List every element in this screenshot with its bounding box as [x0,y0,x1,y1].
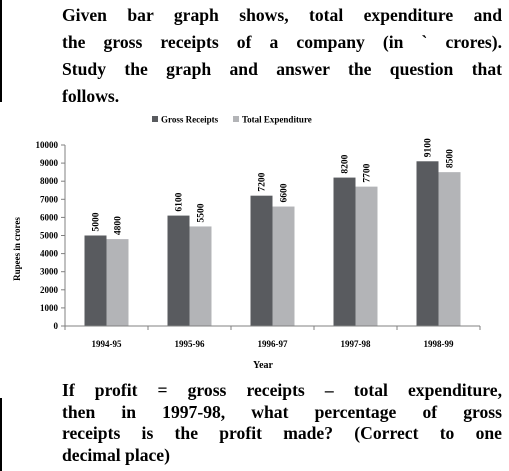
y-tick-label: 4000 [40,249,59,259]
y-tick-label: 1000 [40,303,59,313]
bar-gross-receipts-1995-96 [167,215,190,326]
bar-gross-receipts-1997-98 [333,177,356,326]
bar-gross-receipts-1998-99 [416,161,439,326]
y-axis-label: Rupees in crores [12,217,22,281]
bar-gross-receipts-1994-95 [84,235,107,326]
bar-gross-receipts-1996-97 [250,195,273,326]
data-label: 8500 [446,149,456,168]
bar-total-expenditure-1994-95 [106,239,129,326]
x-tick-label: 1998-99 [424,339,454,349]
x-tick-label: 1995-96 [175,339,205,349]
chart-legend: Gross Receipts Total Expenditure [152,115,312,125]
data-label: 6100 [175,192,185,211]
legend-label-1: Gross Receipts [161,115,219,125]
y-tick-label: 5000 [40,231,59,241]
x-axis-label: Year [253,360,274,371]
legend-swatch-1 [152,116,158,122]
y-tick-label: 0 [54,321,59,331]
bars: 5000 4800 6100 5500 7200 6600 8200 7700 9100 8500 [84,138,461,326]
data-label: 6600 [280,183,290,202]
data-label: 8200 [341,154,351,173]
data-label: 7200 [258,172,268,191]
intro-line-2: the gross receipts of a company (in ` cr… [62,32,502,52]
data-label: 5500 [197,203,207,222]
question-line-1: If profit = gross receipts – total expen… [62,380,502,400]
y-axis: 0 1000 2000 3000 4000 5000 6000 7000 8000 9000 100… [36,140,66,331]
x-axis: 1994-95 1995-96 1996-97 1997-98 1998-99 [64,325,481,349]
intro-line-4: follows. [62,86,120,106]
intro-line-3: Study the graph and answer the question … [62,59,502,79]
y-tick-label: 8000 [40,176,59,186]
bar-total-expenditure-1995-96 [189,226,212,326]
y-tick-label: 2000 [40,285,59,295]
legend-swatch-2 [233,116,239,122]
y-tick-label: 6000 [40,212,59,222]
data-label: 4800 [114,216,124,235]
y-tick-label: 3000 [40,267,59,277]
bar-total-expenditure-1998-99 [438,172,461,326]
intro-line-1: Given bar graph shows, total expenditure… [62,5,502,25]
bar-total-expenditure-1997-98 [355,186,378,326]
question-line-2: then in 1997-98, what percentage of gros… [62,401,502,422]
data-label: 7700 [363,163,373,182]
bar-chart: Gross Receipts Total Expenditure 0 1000 200… [12,115,481,371]
bar-total-expenditure-1996-97 [272,206,295,326]
x-tick-label: 1996-97 [258,339,288,349]
data-label: 5000 [92,212,102,231]
question-line-3: receipts is the profit made? (Correct to… [62,423,502,443]
x-tick-label: 1994-95 [92,339,122,349]
question-line-4: decimal place) [62,444,170,465]
legend-label-2: Total Expenditure [242,115,312,125]
left-border-top [0,0,2,102]
question-intro: Given bar graph shows, total expenditure… [62,2,502,110]
data-label: 9100 [424,138,434,157]
y-tick-label: 9000 [40,158,59,168]
y-tick-label: 10000 [36,140,59,150]
left-border-bottom [0,398,2,471]
x-tick-label: 1997-98 [341,339,371,349]
y-tick-label: 7000 [40,194,59,204]
question-text: If profit = gross receipts – total expen… [62,380,502,466]
